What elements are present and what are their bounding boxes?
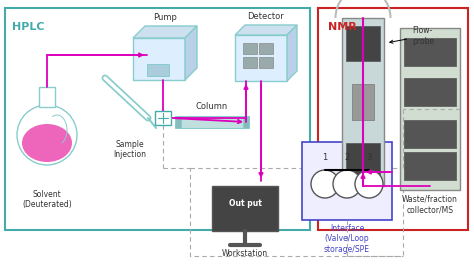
Bar (235, 35, 287, 81)
Text: Sample
Injection: Sample Injection (113, 140, 146, 159)
Polygon shape (235, 25, 297, 35)
Circle shape (311, 170, 339, 198)
Bar (346, 26, 380, 61)
Bar (133, 38, 185, 80)
Bar (147, 64, 169, 76)
Bar (155, 111, 171, 125)
Bar (404, 78, 456, 106)
Text: HPLC: HPLC (12, 22, 45, 32)
Bar (318, 8, 468, 230)
Bar (346, 143, 380, 178)
Bar (243, 57, 257, 68)
Bar (404, 152, 456, 180)
Polygon shape (133, 26, 197, 38)
Bar (243, 116, 249, 128)
Circle shape (17, 105, 77, 165)
Bar (352, 84, 374, 120)
Bar (259, 43, 273, 54)
Polygon shape (287, 25, 297, 81)
Bar (404, 38, 456, 66)
Bar (190, 168, 403, 256)
Text: 3: 3 (366, 153, 372, 162)
Bar (302, 142, 392, 220)
Bar (400, 28, 460, 190)
Bar (342, 18, 384, 186)
Text: Detector: Detector (247, 12, 284, 21)
Bar (259, 57, 273, 68)
Text: 2: 2 (345, 153, 350, 162)
Text: NMR: NMR (328, 22, 357, 32)
Ellipse shape (22, 124, 72, 162)
Bar (175, 116, 181, 128)
Bar (5, 8, 310, 230)
Text: Out put: Out put (228, 199, 262, 208)
Bar (39, 87, 55, 107)
Text: Solvent
(Deuterated): Solvent (Deuterated) (22, 190, 72, 209)
Circle shape (355, 170, 383, 198)
Text: Pump: Pump (153, 13, 177, 22)
Circle shape (333, 170, 361, 198)
Text: Waste/fraction
collector/MS: Waste/fraction collector/MS (402, 195, 458, 214)
Text: 1: 1 (322, 153, 328, 162)
Text: Column: Column (196, 102, 228, 111)
Text: Flow-
probe: Flow- probe (390, 26, 434, 46)
Bar (178, 116, 246, 128)
Text: Workstation: Workstation (222, 249, 268, 258)
Bar (212, 186, 278, 231)
Bar (404, 120, 456, 148)
Polygon shape (185, 26, 197, 80)
Bar (243, 43, 257, 54)
Text: Interface
(Valve/Loop
storage/SPE: Interface (Valve/Loop storage/SPE (324, 224, 370, 254)
